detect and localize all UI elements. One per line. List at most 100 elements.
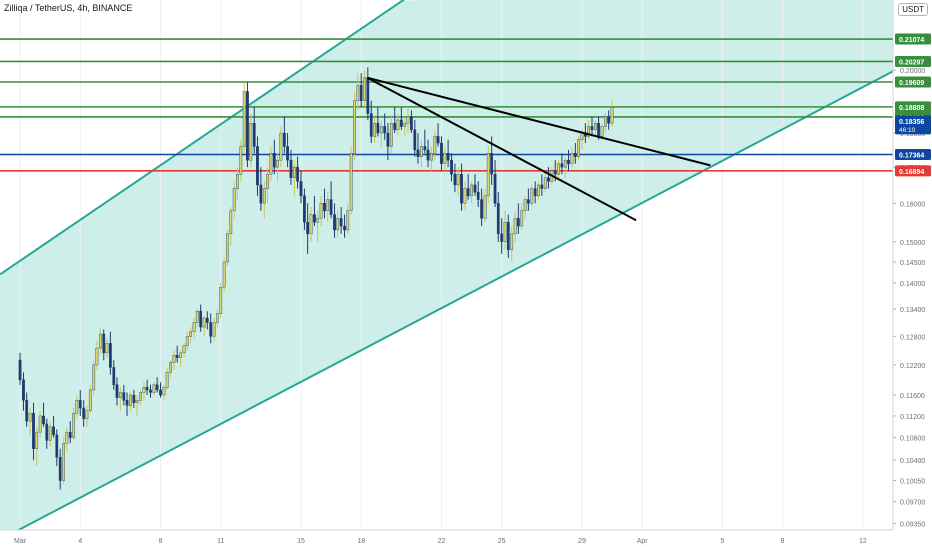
candle-body (493, 173, 497, 204)
candle-body (369, 113, 373, 137)
candle-body (189, 331, 193, 337)
candle-body (346, 210, 350, 231)
channel-lower-line (0, 70, 894, 541)
candle-body (159, 389, 162, 396)
candle-body (269, 153, 273, 175)
candle-body (423, 146, 427, 151)
candle-body (209, 322, 213, 337)
y-tick-label: 0.11600 (900, 393, 925, 400)
candle-body (567, 159, 570, 164)
candle-body (286, 146, 289, 161)
y-tick-label: 0.13400 (900, 307, 925, 314)
candle-body (363, 77, 366, 102)
candle-body (557, 163, 560, 175)
candle-body (413, 129, 417, 151)
candle-body (129, 394, 132, 406)
candle-body (326, 199, 330, 211)
level-price-label (895, 55, 931, 67)
candle-body (145, 387, 149, 391)
candle-body (486, 153, 490, 197)
level-price-label (895, 101, 931, 113)
candle-body (276, 159, 279, 168)
candle-body (466, 188, 470, 197)
candle-body (85, 410, 89, 419)
candle-body (563, 159, 567, 168)
candle-body (527, 199, 530, 204)
candle-body (239, 146, 243, 175)
candle-body (416, 149, 420, 157)
candle-body (523, 199, 527, 211)
candle-body (560, 163, 564, 168)
candle-body (139, 392, 142, 401)
candle-body (155, 384, 159, 391)
candle-body (122, 392, 126, 401)
candle-body (115, 384, 119, 398)
candle-body (473, 184, 477, 193)
candle-body (88, 389, 92, 411)
candle-body (125, 399, 129, 406)
candle-body (149, 389, 152, 393)
candle-body (580, 132, 584, 140)
level-price-label (895, 148, 931, 160)
candle-body (520, 210, 524, 227)
candle-body (272, 153, 276, 168)
candle-body (600, 126, 604, 137)
last-price-text: 0.18356 (899, 119, 924, 126)
candle-body (530, 188, 534, 204)
candle-body (426, 149, 430, 161)
y-tick-label: 0.14000 (900, 281, 925, 288)
candle-body (430, 153, 433, 161)
chart-title: Zilliqa / TetherUS, 4h, BINANCE (4, 3, 133, 13)
candle-body (229, 210, 233, 235)
level-price-label-text: 0.20297 (899, 59, 924, 66)
candle-body (293, 166, 296, 178)
x-tick-label: 25 (498, 538, 506, 545)
candle-body (496, 203, 500, 235)
candle-body (22, 379, 25, 401)
candle-body (446, 153, 450, 161)
candle-body (219, 286, 223, 314)
level-price-label-text: 0.17364 (899, 152, 924, 159)
candle-body (28, 413, 32, 422)
level-price-label-text: 0.19609 (899, 80, 924, 87)
candle-body (195, 311, 199, 323)
candle-body (456, 173, 460, 186)
candle-body (604, 116, 607, 127)
candle-body (329, 199, 333, 215)
candle-body (55, 434, 59, 458)
candle-body (450, 159, 453, 175)
candle-body (573, 153, 577, 157)
candle-body (420, 146, 423, 157)
candle-body (339, 218, 343, 227)
currency-badge[interactable]: USDT (898, 3, 928, 16)
candle-body (319, 203, 323, 219)
trend-line (366, 76, 711, 167)
candle-body (262, 188, 266, 204)
candle-body (279, 132, 283, 161)
candle-body (386, 132, 390, 147)
candle-body (175, 355, 179, 358)
y-tick-label: 0.10400 (900, 458, 925, 465)
candle-body (72, 413, 76, 438)
candle-body (192, 322, 196, 332)
x-tick-label: 12 (859, 538, 867, 545)
candle-body (242, 91, 246, 147)
candle-body (610, 106, 614, 124)
candle-body (215, 313, 219, 323)
candle-body (483, 195, 487, 219)
candle-body (537, 184, 540, 197)
candle-body (246, 91, 249, 161)
candle-body (590, 126, 594, 130)
y-tick-label: 0.16000 (900, 201, 925, 208)
candle-body (540, 184, 544, 189)
x-tick-label: 8 (159, 538, 163, 545)
candle-body (165, 372, 169, 388)
candle-body (393, 122, 397, 130)
candle-body (259, 184, 263, 204)
candle-body (289, 159, 293, 178)
y-tick-label: 0.14500 (900, 260, 925, 267)
candle-body (202, 317, 206, 328)
candle-body (236, 173, 239, 189)
